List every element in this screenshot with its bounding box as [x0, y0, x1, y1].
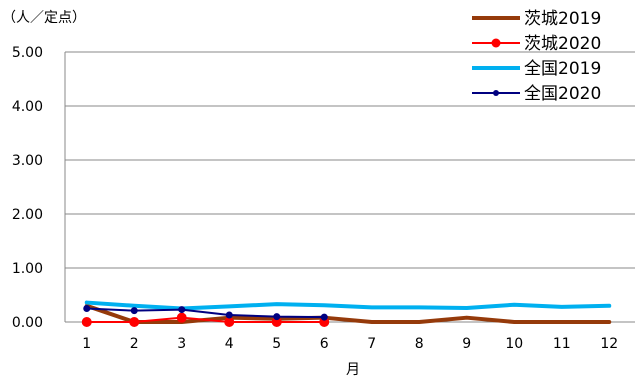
x-tick-label: 11: [553, 336, 571, 352]
series-line-2: [84, 300, 612, 311]
axes: 0.001.002.003.004.005.001 2 3 4 5 6 7 8 9 10 11 12: [12, 45, 618, 352]
data-point: [83, 305, 91, 312]
data-point: [178, 306, 186, 314]
y-tick-label: 1.00: [12, 261, 43, 277]
legend: 茨城2019 茨城2020 全国2019 全国2020: [472, 9, 601, 104]
x-tick-label: 12: [600, 336, 618, 352]
legend-marker-1: [491, 38, 501, 48]
data-point: [130, 307, 138, 315]
legend-label-2: 全国2019: [524, 59, 601, 79]
y-tick-label: 2.00: [12, 207, 43, 223]
data-point: [224, 317, 235, 327]
series-line-1: [85, 316, 326, 323]
x-tick-label: 5: [272, 336, 281, 352]
x-tick-label: 7: [367, 336, 376, 352]
x-tick-label: 2: [130, 336, 139, 352]
series-lines: [81, 300, 612, 327]
data-point: [273, 313, 281, 321]
x-tick-label: 3: [177, 336, 186, 352]
x-tick-label: 9: [462, 336, 471, 352]
legend-label-3: 全国2020: [524, 84, 601, 104]
x-tick-label: 8: [415, 336, 424, 352]
x-tick-label: 6: [320, 336, 329, 352]
y-tick-label: 5.00: [12, 45, 43, 61]
series-line-3: [85, 307, 326, 319]
data-point: [129, 317, 140, 327]
y-tick-label: 0.00: [12, 315, 43, 331]
data-point: [320, 313, 328, 321]
legend-label-0: 茨城2019: [524, 9, 601, 29]
data-point: [225, 311, 233, 319]
y-tick-label: 4.00: [12, 99, 43, 115]
y-tick-label: 3.00: [12, 153, 43, 169]
data-point: [176, 312, 187, 323]
data-point: [81, 317, 92, 327]
legend-marker-3: [493, 90, 499, 96]
x-tick-label: 4: [225, 336, 234, 352]
legend-label-1: 茨城2020: [524, 34, 601, 54]
series-line-0: [84, 303, 612, 324]
x-axis-title: 月: [346, 362, 360, 378]
x-tick-label: 10: [505, 336, 523, 352]
x-tick-label: 1: [82, 336, 91, 352]
y-unit-label: （人／定点）: [2, 10, 86, 26]
